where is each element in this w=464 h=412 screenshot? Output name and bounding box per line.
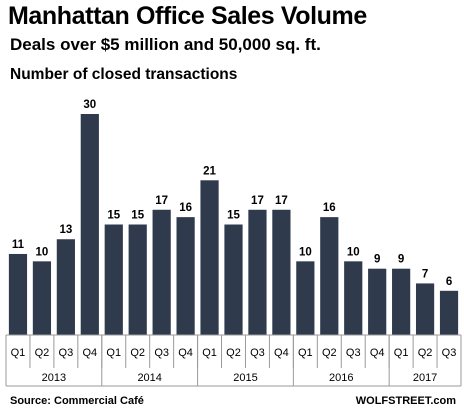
value-label-5: 15 (131, 210, 144, 222)
bar-0 (8, 253, 28, 335)
value-label-8: 21 (203, 165, 216, 177)
bar-15 (368, 268, 387, 335)
value-label-12: 10 (299, 246, 312, 258)
bar-3 (80, 114, 99, 335)
bar-7 (176, 217, 195, 335)
value-label-13: 16 (323, 202, 336, 214)
quarter-tick-label: Q2 (322, 347, 337, 359)
quarter-tick-label: Q1 (106, 347, 121, 359)
year-label-2016: 2016 (329, 372, 353, 384)
quarter-tick-label: Q3 (59, 347, 74, 359)
quarter-tick-label: Q4 (370, 347, 385, 359)
quarter-tick-label: Q1 (11, 347, 26, 359)
chart-title: Manhattan Office Sales Volume (8, 2, 367, 30)
quarter-tick-label: Q1 (298, 347, 313, 359)
quarter-tick-label: Q2 (226, 347, 241, 359)
value-label-0: 11 (12, 239, 25, 251)
value-label-6: 17 (155, 195, 168, 207)
value-label-4: 15 (107, 210, 120, 222)
quarter-tick-label: Q1 (394, 347, 409, 359)
quarter-tick-label: Q1 (202, 347, 217, 359)
chart-subtitle: Deals over $5 million and 50,000 sq. ft. (10, 35, 321, 54)
bar-17 (415, 283, 435, 335)
bar-4 (104, 224, 123, 335)
quarter-tick-label: Q4 (82, 347, 97, 359)
bar-11 (272, 209, 291, 335)
measure-label: Number of closed transactions (10, 66, 238, 83)
quarter-tick-label: Q2 (130, 347, 145, 359)
quarter-tick-label: Q2 (35, 347, 50, 359)
value-label-7: 16 (179, 202, 192, 214)
year-label-2015: 2015 (233, 372, 257, 384)
quarter-tick-label: Q3 (154, 347, 169, 359)
bar-8 (200, 180, 219, 335)
bar-6 (152, 209, 171, 335)
value-label-9: 15 (227, 210, 240, 222)
value-label-1: 10 (36, 246, 49, 258)
bar-14 (344, 261, 363, 335)
value-label-10: 17 (251, 195, 264, 207)
brand-label: WOLFSTREET.com (355, 395, 456, 407)
year-label-2014: 2014 (137, 372, 161, 384)
bar-16 (392, 268, 411, 335)
year-label-2017: 2017 (413, 372, 437, 384)
value-label-3: 30 (83, 99, 96, 111)
quarter-tick-label: Q2 (418, 347, 433, 359)
source-note: Source: Commercial Café (10, 395, 144, 407)
quarter-tick-label: Q3 (442, 347, 457, 359)
bar-5 (128, 224, 147, 335)
value-label-2: 13 (59, 224, 72, 236)
bar-13 (320, 217, 339, 335)
value-label-18: 6 (446, 276, 452, 288)
bar-1 (32, 261, 52, 335)
value-label-14: 10 (347, 246, 360, 258)
bar-10 (248, 209, 267, 335)
value-label-11: 17 (275, 195, 288, 207)
quarter-tick-label: Q4 (274, 347, 289, 359)
year-label-2013: 2013 (42, 372, 66, 384)
quarter-tick-label: Q3 (346, 347, 361, 359)
value-label-15: 9 (374, 254, 380, 266)
bar-2 (56, 239, 75, 335)
bar-18 (439, 290, 459, 335)
value-label-17: 7 (422, 268, 428, 280)
quarter-tick-label: Q4 (178, 347, 193, 359)
quarter-tick-label: Q3 (250, 347, 265, 359)
value-label-16: 9 (398, 254, 404, 266)
bar-12 (296, 261, 315, 335)
bar-9 (224, 224, 243, 335)
